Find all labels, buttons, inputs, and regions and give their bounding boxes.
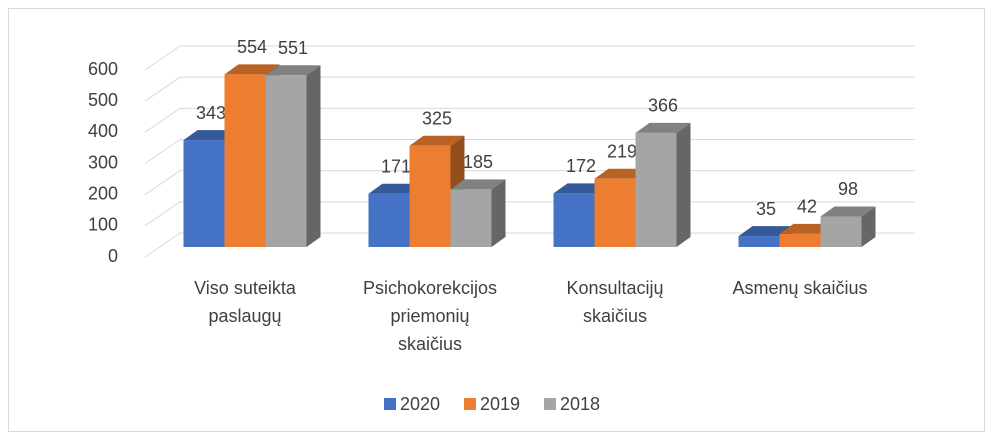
value-label: 366 <box>648 96 678 116</box>
x-tick-label: Psichokorekcijos priemonių skaičius <box>363 278 497 354</box>
value-label: 219 <box>607 141 637 161</box>
value-label: 554 <box>237 37 267 57</box>
bar <box>265 65 321 247</box>
grid-line <box>144 45 915 71</box>
bar <box>409 135 465 247</box>
value-label: 172 <box>566 156 596 176</box>
bar-top <box>738 226 794 237</box>
y-tick-label: 200 <box>88 183 118 203</box>
value-label: 343 <box>196 103 226 123</box>
bar-top <box>265 65 321 76</box>
y-tick-label: 600 <box>88 59 118 79</box>
y-tick-label: 400 <box>88 121 118 141</box>
y-tick-label: 500 <box>88 90 118 110</box>
bar <box>820 206 876 247</box>
value-label: 171 <box>381 156 411 176</box>
bar-side <box>491 179 506 247</box>
bar <box>450 179 506 247</box>
bar-side <box>306 65 321 247</box>
value-label: 551 <box>278 38 308 58</box>
legend-swatch <box>544 398 556 410</box>
x-tick-label: Konsultacijų skaičius <box>566 278 663 326</box>
bar-front <box>409 145 451 247</box>
bar-top <box>635 122 691 133</box>
legend-swatch <box>464 398 476 410</box>
bar-front <box>183 140 225 247</box>
bar-front <box>635 132 677 247</box>
bar-front <box>779 233 821 247</box>
legend-label: 2020 <box>400 394 440 414</box>
value-label: 325 <box>422 108 452 128</box>
value-label: 185 <box>463 152 493 172</box>
bar-front <box>738 236 780 247</box>
grid-line <box>144 107 915 133</box>
value-label: 98 <box>838 179 858 199</box>
legend-swatch <box>384 398 396 410</box>
y-tick-label: 0 <box>108 246 118 266</box>
legend-label: 2019 <box>480 394 520 414</box>
value-label: 42 <box>797 197 817 217</box>
bar-front <box>553 193 595 247</box>
bar-front <box>265 75 307 247</box>
y-tick-label: 100 <box>88 215 118 235</box>
bar-front <box>594 178 636 247</box>
bar-side <box>861 206 876 247</box>
y-tick-label: 300 <box>88 152 118 172</box>
x-tick-label: Viso suteikta paslaugų <box>194 278 297 326</box>
bar-front <box>450 189 492 247</box>
bar-front <box>224 74 266 247</box>
bar <box>635 122 691 247</box>
bar-top <box>224 64 280 75</box>
bar-side <box>676 122 691 247</box>
bar-top <box>409 135 465 146</box>
grid-line <box>144 76 915 102</box>
bar-top <box>820 206 876 217</box>
x-tick-label: Asmenų skaičius <box>732 278 867 298</box>
bar-front <box>820 216 862 247</box>
value-label: 35 <box>756 199 776 219</box>
legend-label: 2018 <box>560 394 600 414</box>
bar-front <box>368 193 410 247</box>
bar-top <box>450 179 506 190</box>
